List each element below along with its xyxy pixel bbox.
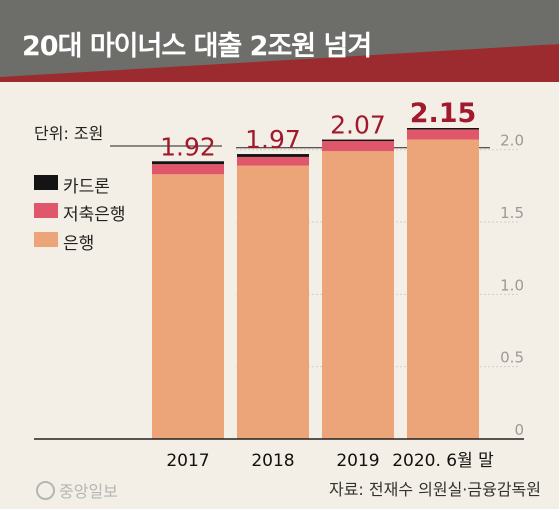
unit-label: 단위: 조원	[34, 120, 103, 144]
x-tick-label: 2017	[166, 451, 209, 471]
legend-label-card-loan: 카드론	[63, 172, 110, 197]
y-tick-label: 0	[514, 421, 524, 439]
joongang-logo: 중앙일보	[36, 478, 118, 502]
bar-segment	[237, 157, 309, 166]
legend-label-bank: 은행	[63, 229, 94, 254]
total-label: 1.92	[160, 132, 216, 161]
y-tick-label: 1.5	[500, 204, 524, 222]
y-tick-label: 0.5	[500, 349, 524, 367]
bar-segment	[407, 129, 479, 139]
bar-segment	[407, 140, 479, 439]
total-label: 2.15	[410, 98, 477, 129]
legend-swatch-savings-bank	[34, 203, 58, 218]
total-label: 2.07	[330, 111, 386, 140]
y-tick-label: 2.0	[500, 132, 524, 150]
x-tick-label: 2020. 6월 말	[392, 451, 494, 471]
total-label: 1.97	[245, 125, 301, 154]
bar-segment	[322, 140, 394, 141]
legend-swatch-bank	[34, 232, 58, 247]
legend-swatch-card-loan	[34, 175, 58, 190]
bar-segment	[152, 174, 224, 439]
logo-circle-icon	[36, 481, 55, 500]
bar-segment	[237, 154, 309, 157]
source-note: 자료: 전재수 의원실·금융감독원	[329, 476, 541, 500]
bar-segment	[322, 141, 394, 151]
bar-segment	[152, 164, 224, 174]
logo-text: 중앙일보	[59, 482, 118, 501]
x-tick-label: 2019	[336, 451, 379, 471]
y-tick-label: 1.0	[500, 276, 524, 294]
bar-segment	[237, 166, 309, 439]
x-tick-label: 2018	[251, 451, 294, 471]
bar-segment	[152, 161, 224, 164]
bar-segment	[322, 151, 394, 439]
legend-label-savings-bank: 저축은행	[63, 200, 126, 225]
